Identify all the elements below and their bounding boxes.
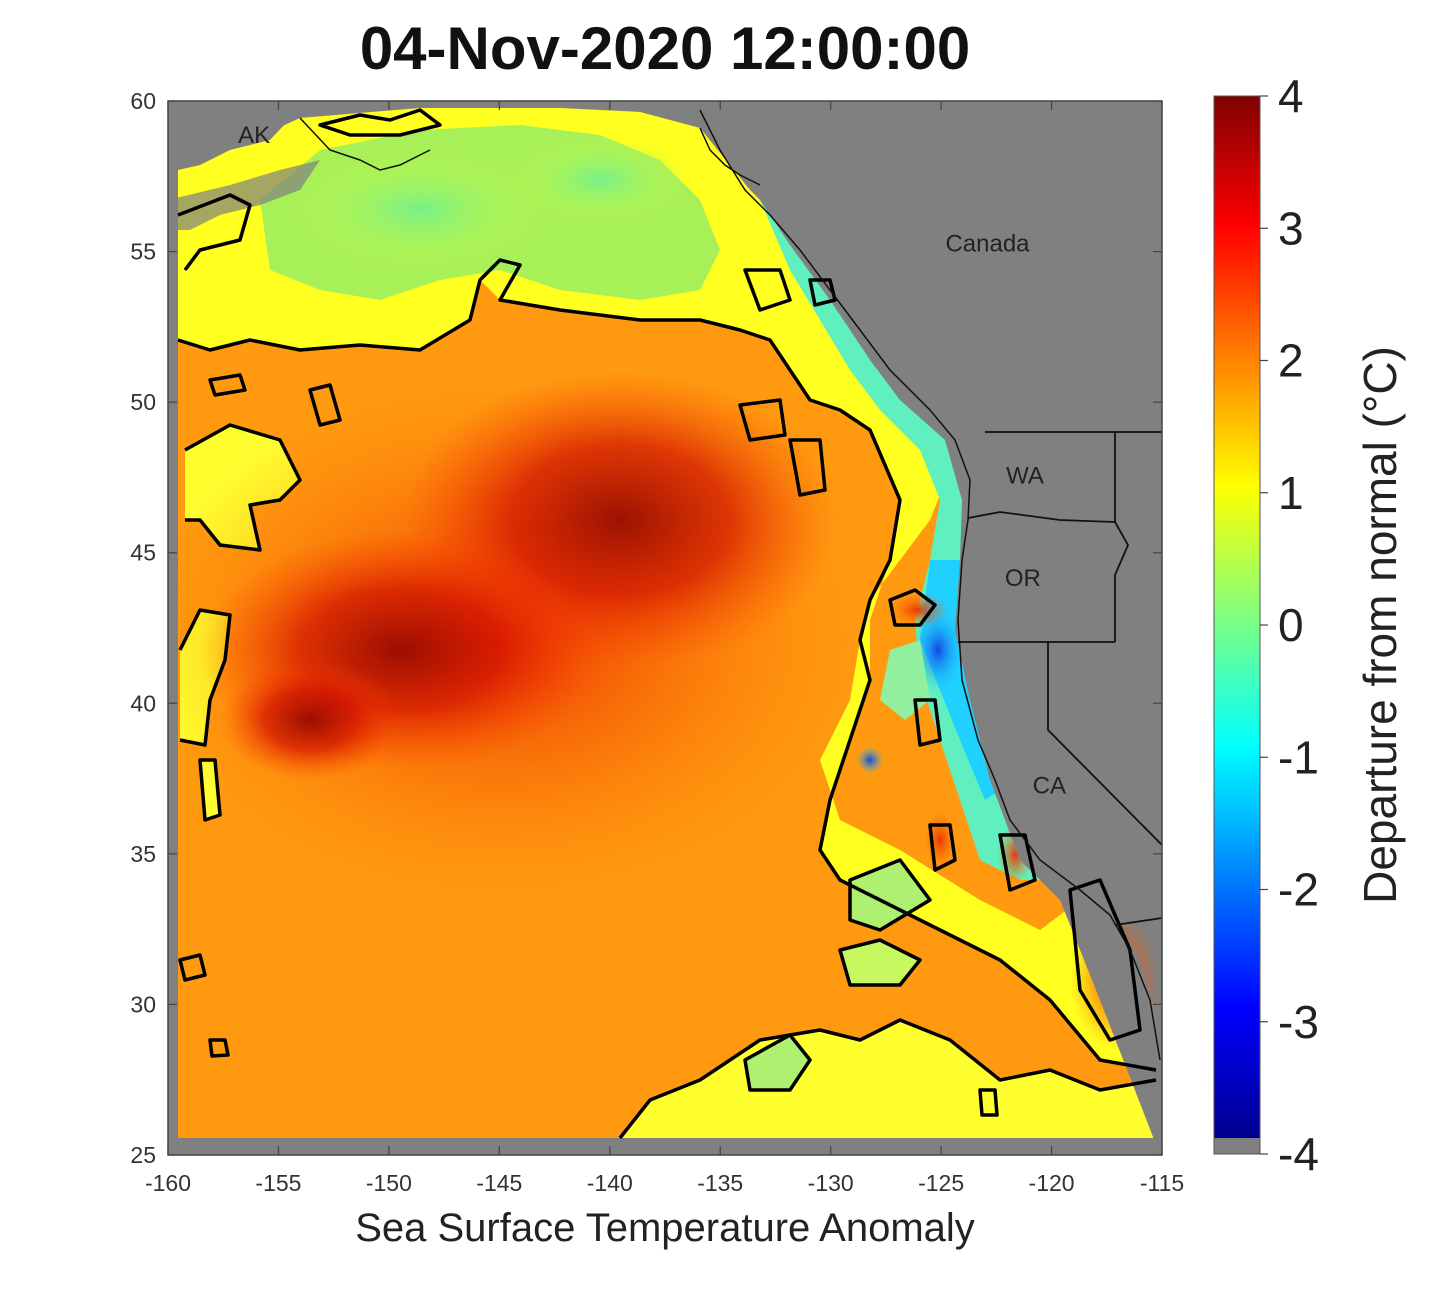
border-ca-nv (1047, 642, 1162, 846)
coastal-cold-spot (856, 746, 884, 774)
contour-line (184, 423, 302, 552)
warm-anomaly-glow (888, 592, 948, 628)
southern-yellow-band (620, 1020, 1156, 1138)
contour-line (888, 588, 937, 627)
y-tick-label: 35 (130, 841, 156, 867)
colorbar-tick-label: 0 (1278, 599, 1304, 651)
colorbar-nodata-swatch (1214, 1138, 1260, 1154)
contour-line (738, 398, 787, 442)
border-or-east (1114, 521, 1130, 642)
colorbar-gradient (1214, 96, 1260, 1138)
plot-frame (167, 100, 1163, 1156)
state-borders (958, 431, 1162, 926)
colorbar-tick-label: -3 (1278, 996, 1319, 1048)
contour-line (743, 1033, 812, 1092)
colorbar-label: Departure from normal (°C) (1354, 346, 1406, 904)
contour-line (838, 938, 922, 987)
region-label: AK (238, 122, 270, 149)
x-tick-label: -155 (255, 1170, 301, 1196)
north-america-land (700, 108, 1162, 1155)
green-patch-south (745, 1035, 810, 1090)
contour-line (848, 858, 932, 932)
contour-line (177, 258, 1157, 1072)
colorbar-tick-label: 3 (1278, 202, 1304, 254)
x-axis-label: Sea Surface Temperature Anomaly (355, 1206, 975, 1250)
contour-line (178, 953, 207, 982)
region-label: OR (1005, 565, 1041, 592)
x-tick-label: -160 (145, 1170, 191, 1196)
colorbar-tick-label: -1 (1278, 731, 1319, 783)
contour-line (788, 438, 827, 497)
coastline (299, 109, 1161, 1061)
x-tick-label: -150 (366, 1170, 412, 1196)
colorbar-ticks: 4 3 2 1 0 -1 -2 -3 -4 (1260, 70, 1319, 1180)
colorbar-tick-label: 1 (1278, 467, 1304, 519)
y-tick-label: 50 (130, 389, 156, 415)
colorbar-tick-label: -2 (1278, 864, 1319, 916)
x-ticks: -160 -155 -150 -145 -140 -135 -130 -125 -120 -115 (145, 101, 1184, 1196)
green-patch-south (850, 860, 930, 930)
contour-lines (177, 108, 1157, 1140)
contour-line (308, 383, 342, 427)
coastline-path (299, 117, 431, 171)
x-tick-label: -125 (918, 1170, 964, 1196)
contour-line (998, 833, 1037, 892)
y-ticks: 25 30 35 40 45 50 55 60 (130, 88, 1162, 1168)
y-tick-label: 30 (130, 991, 156, 1017)
contour-line (318, 108, 442, 137)
contour-line (928, 823, 957, 872)
x-tick-label: -115 (1140, 1170, 1184, 1196)
y-tick-label: 55 (130, 239, 156, 265)
coastal-cool-strip (760, 200, 1060, 880)
contour-line (178, 608, 232, 747)
x-tick-label: -145 (476, 1170, 522, 1196)
unsampled-strip (168, 340, 178, 1138)
x-tick-label: -140 (587, 1170, 633, 1196)
region-label: Canada (945, 231, 1030, 258)
y-tick-label: 60 (130, 88, 156, 114)
contour-line (177, 193, 252, 272)
coastline-path (699, 109, 1161, 1061)
coastline-path (699, 127, 761, 186)
x-tick-label: -120 (1029, 1170, 1075, 1196)
region-labels: AK Canada WA OR CA (238, 122, 1066, 799)
colorbar-tick-label: 2 (1278, 335, 1304, 387)
border-wa-or (967, 511, 1116, 523)
contour-line (913, 698, 942, 747)
alaska-land (168, 108, 300, 170)
colorbar-tick-label: -4 (1278, 1128, 1319, 1180)
region-label: CA (1033, 773, 1066, 800)
chart-title: 04-Nov-2020 12:00:00 (359, 15, 971, 82)
y-tick-label: 45 (130, 540, 156, 566)
alaska-coast-land (168, 160, 320, 230)
unsampled-strip (168, 1138, 1162, 1155)
green-patch (290, 150, 550, 270)
contour-line (618, 1018, 1157, 1140)
contour-line (978, 1088, 999, 1117)
x-tick-label: -130 (808, 1170, 854, 1196)
region-label: WA (1006, 462, 1044, 489)
y-tick-label: 40 (130, 690, 156, 716)
y-tick-label: 25 (130, 1142, 156, 1168)
contour-line (208, 1038, 230, 1058)
border-us-mexico (1114, 917, 1162, 926)
contour-line (198, 758, 222, 822)
colorbar-tick-label: 4 (1278, 70, 1304, 122)
x-tick-label: -135 (697, 1170, 743, 1196)
warm-anomaly-glow (220, 660, 400, 780)
contour-line (1068, 878, 1142, 1042)
contour-line (743, 268, 792, 312)
green-patch (510, 135, 690, 225)
contour-line (208, 373, 247, 397)
